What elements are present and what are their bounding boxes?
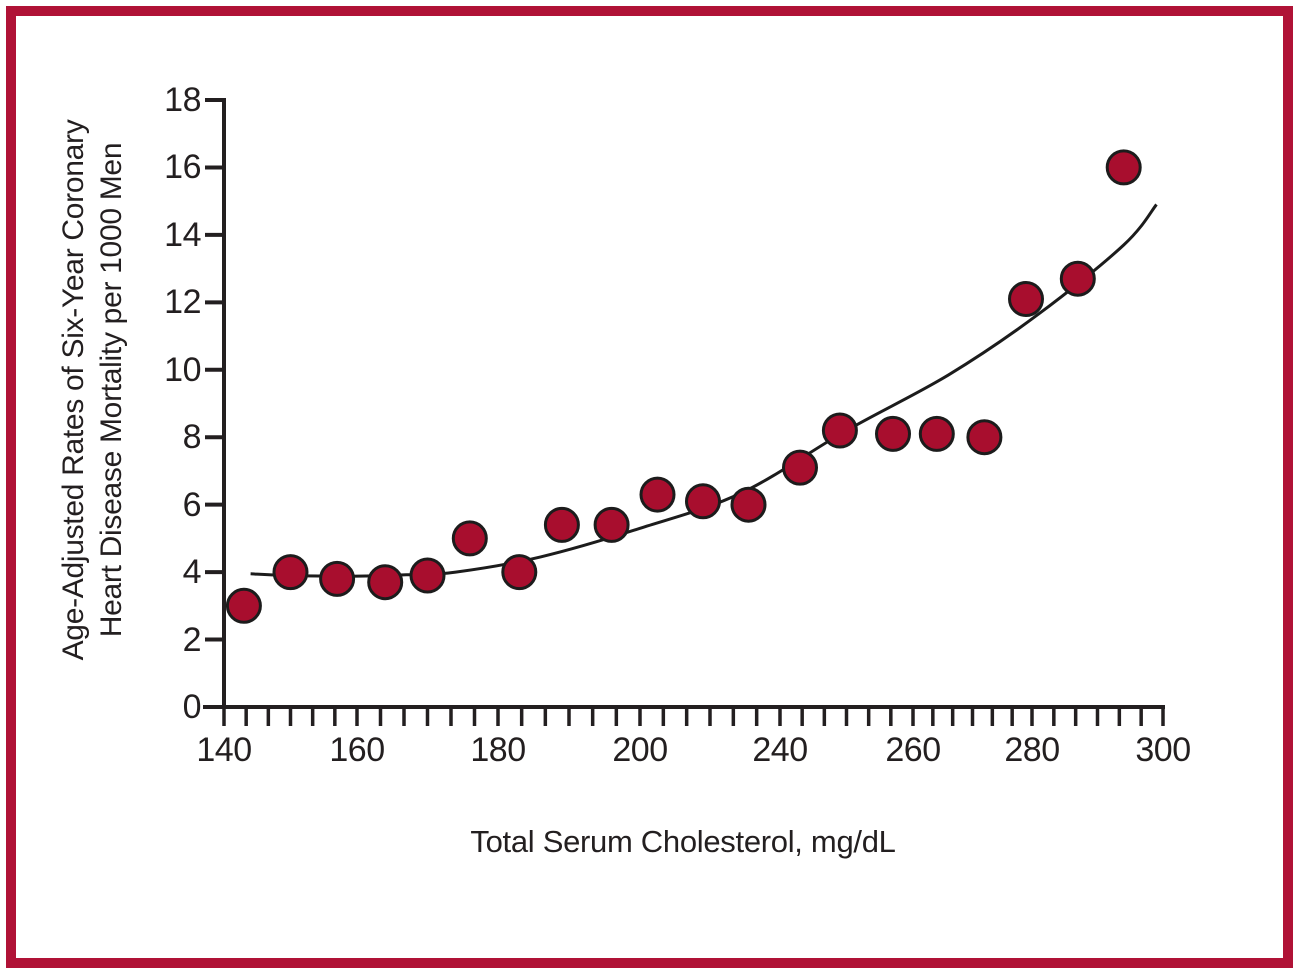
- data-point: [409, 557, 446, 594]
- x-axis-title: Total Serum Cholesterol, mg/dL: [470, 824, 896, 859]
- y-tick-label: 0: [182, 688, 202, 726]
- data-point: [1059, 260, 1096, 297]
- y-tick-label: 12: [164, 283, 201, 322]
- data-point: [1008, 281, 1044, 317]
- x-tick-label: 300: [1135, 731, 1191, 769]
- data-point: [966, 419, 1003, 456]
- data-point: [821, 412, 858, 449]
- data-point: [319, 560, 356, 597]
- y-tick-label: 16: [164, 148, 201, 187]
- data-point: [451, 520, 488, 557]
- data-point: [1105, 149, 1142, 186]
- y-tick-label: 8: [182, 418, 202, 457]
- x-tick-label: 180: [470, 731, 526, 769]
- y-tick-label: 18: [164, 81, 201, 119]
- data-point: [639, 476, 676, 513]
- data-point: [225, 587, 262, 624]
- x-tick-label: 140: [196, 731, 252, 769]
- data-point: [543, 506, 580, 543]
- y-tick-label: 6: [182, 485, 202, 524]
- y-tick-label: 2: [182, 620, 202, 659]
- y-axis-title: Age-Adjusted Rates of Six-Year Coronary …: [55, 120, 131, 661]
- data-point: [730, 486, 767, 523]
- x-tick-label: 280: [1004, 731, 1060, 769]
- x-tick-label: 240: [752, 731, 808, 769]
- x-tick-label: 160: [329, 731, 385, 769]
- y-axis-title-line1: Age-Adjusted Rates of Six-Year Coronary: [57, 119, 90, 661]
- y-tick-label: 10: [164, 350, 201, 389]
- y-tick-label: 4: [182, 553, 202, 592]
- data-point: [875, 415, 911, 452]
- data-point: [272, 554, 309, 591]
- data-point: [501, 554, 538, 591]
- y-axis-title-line2: Heart Disease Mortality per 1000 Men: [95, 142, 128, 638]
- x-tick-label: 260: [885, 731, 941, 769]
- trend-curve: [250, 203, 1158, 578]
- data-point: [593, 506, 630, 543]
- data-point: [782, 449, 818, 486]
- data-point: [367, 564, 404, 601]
- data-point: [685, 483, 721, 520]
- data-point: [918, 415, 955, 452]
- x-tick-label: 200: [612, 731, 668, 769]
- y-tick-label: 14: [164, 215, 201, 254]
